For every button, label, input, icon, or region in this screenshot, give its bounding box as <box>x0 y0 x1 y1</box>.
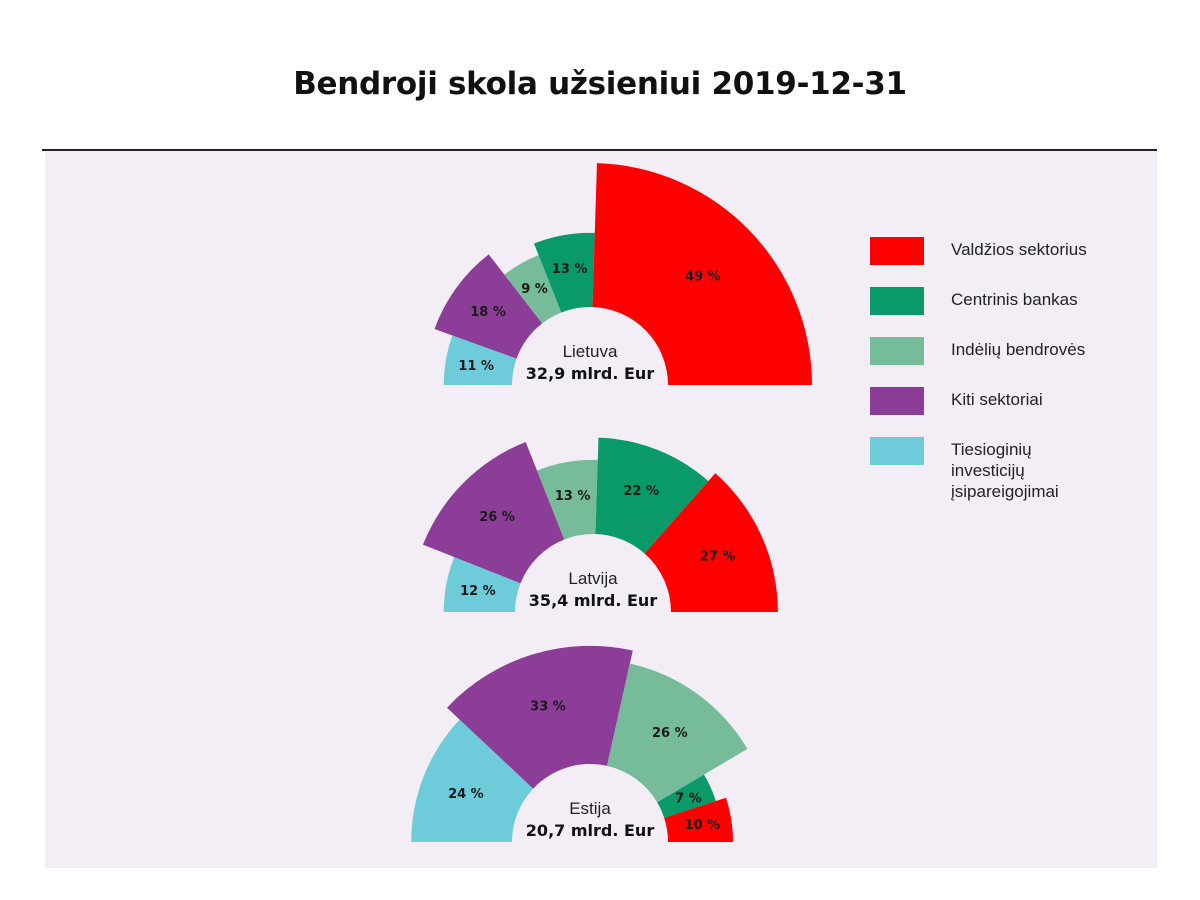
slice-label: 12 % <box>460 584 496 599</box>
slice-centrinis <box>657 774 716 818</box>
legend-swatch-valdzios <box>870 237 924 265</box>
slice-label: 49 % <box>685 270 721 285</box>
legend: Valdžios sektorius Centrinis bankas Indėli… <box>870 235 1170 525</box>
slice-label: 7 % <box>675 792 702 807</box>
slice-tiesioginiu <box>411 719 534 842</box>
chart-title: Bendroji skola užsieniui 2019-12-31 <box>293 66 907 102</box>
legend-swatch-tiesioginiu <box>870 437 924 465</box>
legend-item-kiti: Kiti sektoriai <box>870 385 1170 435</box>
slice-label: 10 % <box>685 818 721 833</box>
slice-kiti <box>447 645 633 789</box>
slice-valdzios <box>664 797 734 842</box>
slice-label: 9 % <box>521 282 548 297</box>
title-divider <box>42 149 1157 151</box>
slice-tiesioginiu <box>443 557 521 612</box>
slice-label: 27 % <box>700 550 736 565</box>
slice-kiti <box>422 441 565 584</box>
legend-label: Valdžios sektorius <box>951 240 1087 259</box>
legend-item-valdzios: Valdžios sektorius <box>870 235 1170 285</box>
legend-item-tiesioginiu: Tiesioginių investicijų įsipareigojimai <box>870 435 1170 525</box>
slice-label: 18 % <box>470 305 506 320</box>
slice-label: 26 % <box>479 510 515 525</box>
slice-label: 22 % <box>623 484 659 499</box>
country-name: Latvija <box>568 569 618 588</box>
slice-indeliu <box>607 663 748 803</box>
slice-label: 11 % <box>458 359 494 374</box>
legend-item-centrinis: Centrinis bankas <box>870 285 1170 335</box>
slice-indeliu <box>536 459 598 540</box>
slice-centrinis <box>533 232 595 313</box>
chart-lietuva: 11 % 18 % 9 % 13 % 49 % Lietuva 32,9 mlrd. Eur <box>434 163 812 385</box>
chart-latvija: 12 % 26 % 13 % 22 % 27 % Latvija 35,4 mlrd. Eu… <box>422 437 778 612</box>
slice-kiti <box>434 254 543 359</box>
slice-valdzios <box>644 473 778 612</box>
slice-label: 13 % <box>552 262 588 277</box>
slice-label: 33 % <box>530 699 566 714</box>
legend-label: Centrinis bankas <box>951 290 1078 309</box>
country-total: 35,4 mlrd. Eur <box>529 591 658 610</box>
slice-indeliu <box>504 255 562 324</box>
legend-swatch-centrinis <box>870 287 924 315</box>
legend-item-indeliu: Indėlių bendrovės <box>870 335 1170 385</box>
slice-valdzios <box>592 163 812 385</box>
country-total: 20,7 mlrd. Eur <box>526 821 655 840</box>
slice-label: 26 % <box>652 726 688 741</box>
chart-estija: 24 % 33 % 26 % 7 % 10 % Estija 20,7 mlrd. Eur <box>411 645 748 842</box>
country-name: Estija <box>569 799 611 818</box>
slice-label: 13 % <box>555 489 591 504</box>
legend-swatch-indeliu <box>870 337 924 365</box>
slice-centrinis <box>595 437 709 554</box>
legend-label: Kiti sektoriai <box>951 390 1043 409</box>
slice-tiesioginiu <box>443 335 517 385</box>
legend-label: Tiesioginių investicijų įsipareigojimai <box>951 440 1059 501</box>
slice-label: 24 % <box>448 787 484 802</box>
legend-label: Indėlių bendrovės <box>951 340 1086 359</box>
country-name: Lietuva <box>563 342 618 361</box>
legend-swatch-kiti <box>870 387 924 415</box>
country-total: 32,9 mlrd. Eur <box>526 364 655 383</box>
